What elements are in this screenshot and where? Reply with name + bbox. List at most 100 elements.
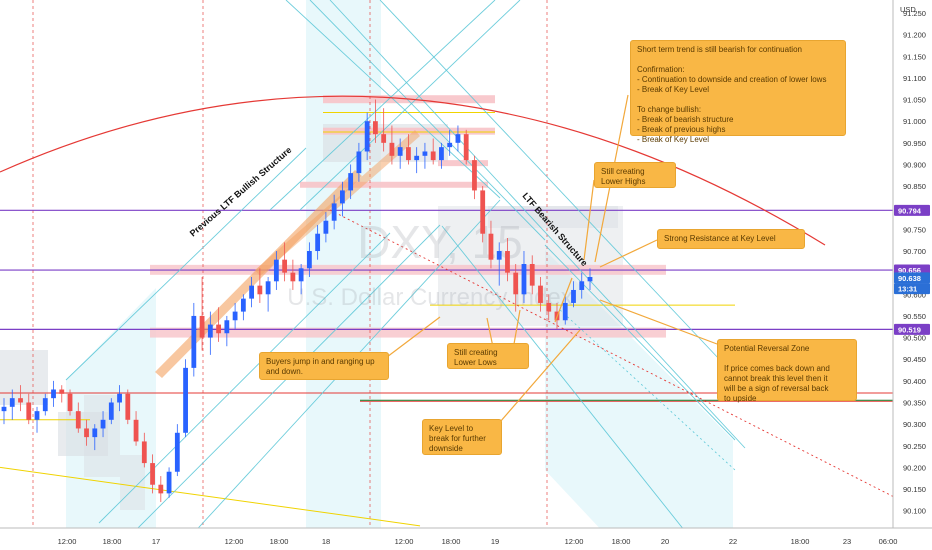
candle-body-1 (9, 398, 15, 407)
candle-body-7 (59, 389, 65, 394)
candle-body-27 (224, 320, 230, 334)
candle-body-10 (84, 428, 89, 438)
candle-body-39 (323, 220, 329, 234)
zone-mid (300, 181, 488, 188)
candle-body-0 (1, 406, 7, 412)
candle-body-12 (100, 419, 106, 429)
x-tick-label-12: 22 (729, 537, 737, 546)
price-badge-4 (894, 323, 930, 335)
candle-body-5 (42, 398, 48, 412)
candle-body-71 (587, 276, 593, 282)
candle-body-35 (290, 272, 296, 282)
x-tick-label-6: 12:00 (395, 537, 414, 546)
candle-body-55 (455, 134, 461, 143)
annotation-connector-7 (499, 329, 581, 423)
candle-body-44 (364, 121, 370, 152)
dotted-trendline (329, 209, 901, 501)
annotation-connector-2 (599, 239, 658, 268)
y-tick-label-17: 90.400 (903, 377, 926, 386)
candle-body-9 (75, 411, 81, 429)
candle-body-48 (397, 147, 403, 156)
candle-body-18 (150, 463, 155, 485)
lower-lows-note[interactable]: Still creating Lower Lows (447, 343, 529, 369)
x-tick-label-9: 12:00 (565, 537, 584, 546)
candle-body-32 (265, 281, 271, 295)
candle-body-53 (439, 147, 444, 161)
y-tick-label-19: 90.300 (903, 420, 926, 429)
candle-body-37 (306, 251, 312, 269)
yellow-trend-bottom (0, 466, 421, 527)
candle-body-62 (513, 272, 519, 295)
y-tick-label-5: 91.000 (903, 117, 926, 126)
channel-line-6 (329, 0, 746, 449)
candle-body-46 (381, 134, 387, 143)
candle-body-14 (117, 393, 122, 403)
x-tick-label-5: 18 (322, 537, 330, 546)
channel-line-11 (544, 244, 736, 441)
x-tick-label-1: 18:00 (103, 537, 122, 546)
candle-body-36 (298, 268, 304, 282)
price-badge-label-0: 90.794 (898, 206, 922, 215)
currency-label: USD (900, 5, 916, 14)
zone-top-2 (323, 127, 495, 135)
y-tick-label-18: 90.350 (903, 398, 926, 407)
candle-body-69 (571, 289, 576, 303)
y-tick-label-7: 90.900 (903, 160, 926, 169)
y-tick-label-4: 91.050 (903, 96, 926, 105)
y-tick-label-21: 90.200 (903, 463, 926, 472)
y-tick-label-2: 91.150 (903, 52, 926, 61)
annotation-connector-6 (599, 299, 718, 345)
buyers-note[interactable]: Buyers jump in and ranging up and down. (259, 352, 389, 380)
price-badge-label-1: 90.656 (898, 266, 921, 275)
time-axis (0, 528, 932, 550)
short-term-trend-note[interactable]: Short term trend is still bearish for co… (630, 40, 846, 144)
channel-line-5 (309, 0, 546, 241)
channel-line-4 (285, 0, 501, 199)
candle-body-20 (166, 471, 172, 494)
y-tick-label-14: 90.550 (903, 312, 926, 321)
price-badge-3 (894, 283, 930, 295)
y-tick-label-0: 91.250 (903, 9, 926, 18)
y-tick-label-16: 90.450 (903, 355, 926, 364)
y-tick-label-20: 90.250 (903, 442, 926, 451)
candle-body-11 (92, 428, 98, 438)
price-badge-label-4: 90.519 (898, 325, 921, 334)
candle-body-6 (51, 389, 56, 399)
candle-body-57 (472, 160, 477, 191)
y-tick-label-22: 90.150 (903, 485, 926, 494)
candle-body-38 (315, 233, 321, 252)
candle-body-42 (348, 173, 354, 191)
candle-body-51 (422, 151, 428, 156)
channel-line-0 (65, 147, 307, 381)
candle-body-2 (18, 398, 23, 403)
candle-body-58 (480, 190, 486, 234)
price-badge-label-2: 90.638 (898, 274, 921, 283)
channel-line-8 (299, 0, 521, 211)
candle-body-52 (430, 151, 436, 161)
y-tick-label-11: 90.700 (903, 247, 926, 256)
x-tick-label-4: 18:00 (270, 537, 289, 546)
x-tick-label-8: 19 (491, 537, 499, 546)
x-tick-label-0: 12:00 (58, 537, 77, 546)
candle-body-61 (505, 251, 510, 273)
x-tick-label-7: 18:00 (442, 537, 461, 546)
candle-body-13 (108, 402, 114, 420)
channel-line-10 (441, 225, 701, 550)
y-tick-label-13: 90.600 (903, 290, 926, 299)
candle-body-3 (26, 402, 32, 420)
bullish-structure-band-2 (255, 130, 420, 276)
resistance-zone-lower (150, 327, 666, 338)
candle-body-63 (521, 264, 527, 295)
y-tick-label-23: 90.100 (903, 507, 926, 516)
candle-body-60 (496, 251, 502, 260)
strong-resistance-note[interactable]: Strong Resistance at Key Level (657, 229, 805, 249)
lower-highs-note[interactable]: Still creating Lower Highs (594, 162, 676, 188)
range-box-1 (0, 350, 48, 405)
candle-body-15 (125, 393, 131, 420)
reversal-zone-note[interactable]: Potential Reversal Zone If price comes b… (717, 339, 857, 403)
key-level-note[interactable]: Key Level to break for further downside (422, 419, 502, 455)
range-box-right-top (488, 206, 618, 228)
candle-body-28 (232, 311, 238, 321)
candle-body-59 (488, 233, 494, 260)
